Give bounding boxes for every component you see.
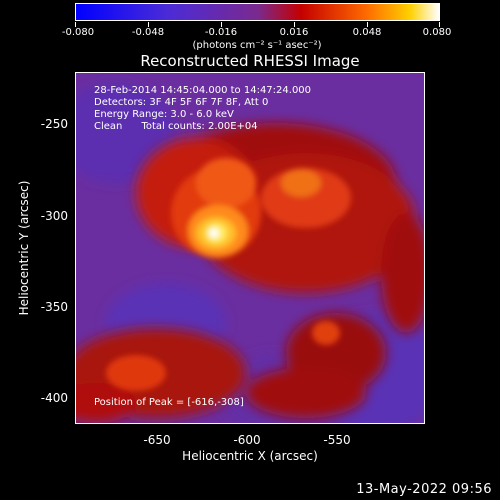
- x-tick-label: -600: [233, 433, 261, 447]
- info-detectors: Detectors: 3F 4F 5F 6F 7F 8F, Att 0: [94, 97, 269, 108]
- peak-position: Position of Peak = [-616,-308]: [94, 397, 244, 408]
- heatmap-hot: [106, 158, 351, 391]
- colorbar-tick: [148, 22, 149, 27]
- colorbar-tick-label: -0.016: [204, 27, 238, 38]
- colorbar-tick: [294, 22, 295, 27]
- colorbar-tick-label: 0.016: [279, 27, 309, 38]
- x-tick-label: -550: [323, 433, 351, 447]
- image-plot: [75, 72, 425, 424]
- colorbar-tick-label: 0.048: [352, 27, 382, 38]
- info-energy-range: Energy Range: 3.0 - 6.0 keV: [94, 109, 234, 120]
- y-axis-label: Heliocentric Y (arcsec): [17, 180, 31, 316]
- timestamp: 13-May-2022 09:56: [356, 482, 492, 497]
- colorbar-tick-label: -0.048: [131, 27, 165, 38]
- colorbar-tick: [367, 22, 368, 27]
- y-tick-label: -250: [40, 117, 68, 131]
- y-tick-label: -400: [40, 391, 68, 405]
- info-time-range: 28-Feb-2014 14:45:04.000 to 14:47:24.000: [94, 85, 312, 96]
- heatmap: [76, 73, 424, 423]
- colorbar: [75, 3, 440, 21]
- colorbar-tick: [439, 22, 440, 27]
- y-tick-label: -350: [40, 300, 68, 314]
- colorbar-unit: (photons cm⁻² s⁻¹ asec⁻²): [192, 40, 322, 51]
- info-clean-counts: Clean Total counts: 2.00E+04: [94, 121, 258, 132]
- colorbar-tick: [221, 22, 222, 27]
- colorbar-tick: [75, 22, 76, 27]
- x-tick-label: -650: [143, 433, 171, 447]
- colorbar-tick-label: 0.080: [422, 27, 452, 38]
- image-title: Reconstructed RHESSI Image: [140, 52, 360, 70]
- x-axis-label: Heliocentric X (arcsec): [182, 449, 318, 463]
- y-tick-label: -300: [40, 209, 68, 223]
- colorbar-tick-label: -0.080: [61, 27, 95, 38]
